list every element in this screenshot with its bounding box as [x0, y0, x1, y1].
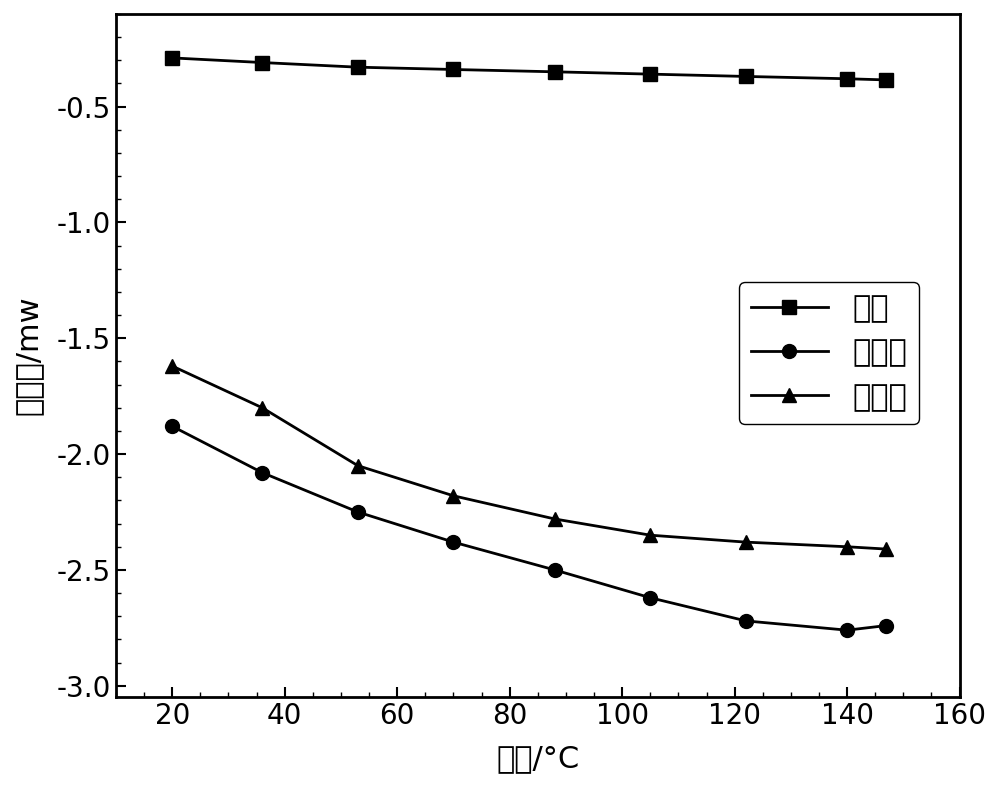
- 样品线: [352, 461, 364, 471]
- 基线: [166, 54, 178, 63]
- 样品线: [256, 403, 268, 412]
- 参比线: [447, 538, 459, 547]
- 基线: [256, 57, 268, 67]
- Y-axis label: 热流率/mw: 热流率/mw: [14, 296, 43, 416]
- X-axis label: 温度/°C: 温度/°C: [496, 745, 579, 773]
- 样品线: [549, 514, 561, 523]
- Line: 参比线: 参比线: [165, 419, 893, 637]
- Legend: 基线, 参比线, 样品线: 基线, 参比线, 样品线: [739, 282, 919, 424]
- 基线: [880, 76, 892, 85]
- 参比线: [880, 621, 892, 630]
- 基线: [549, 67, 561, 76]
- 参比线: [644, 593, 656, 603]
- 基线: [841, 74, 853, 83]
- 基线: [447, 65, 459, 74]
- 基线: [644, 69, 656, 79]
- 样品线: [644, 530, 656, 540]
- 基线: [740, 72, 752, 81]
- 样品线: [740, 538, 752, 547]
- 参比线: [740, 616, 752, 626]
- 参比线: [352, 508, 364, 517]
- 参比线: [549, 565, 561, 575]
- 基线: [352, 62, 364, 72]
- 样品线: [166, 361, 178, 371]
- 样品线: [447, 491, 459, 501]
- 样品线: [880, 545, 892, 554]
- Line: 基线: 基线: [165, 51, 893, 87]
- 参比线: [166, 422, 178, 431]
- 样品线: [841, 542, 853, 552]
- Line: 样品线: 样品线: [165, 359, 893, 556]
- 参比线: [841, 626, 853, 635]
- 参比线: [256, 468, 268, 478]
